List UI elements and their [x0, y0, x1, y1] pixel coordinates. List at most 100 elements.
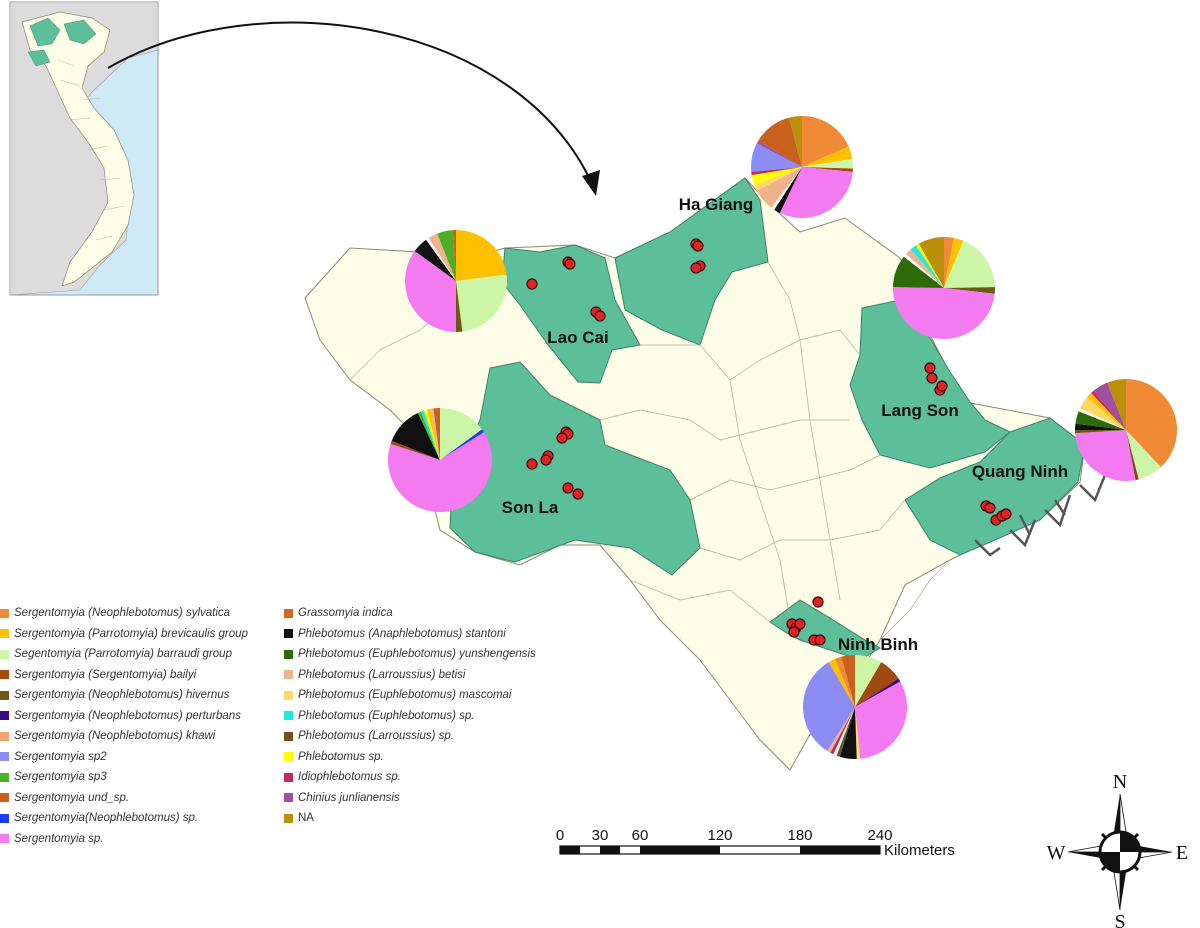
legend-label: Segentomyia (Parrotomyia) barraudi group	[14, 648, 232, 660]
pie-slice	[433, 408, 440, 460]
inset-highlight-provinces	[27, 17, 97, 67]
pie-slice	[918, 237, 944, 288]
legend-label: Phlebotomus (Euphlebotomus) sp.	[298, 709, 475, 722]
site-marker	[1000, 508, 1012, 520]
compass-rose: N S E W	[1047, 771, 1189, 928]
pie-slice	[426, 237, 456, 281]
site-marker	[984, 502, 996, 514]
compass-w-label: W	[1047, 842, 1066, 864]
legend-swatch	[0, 772, 9, 782]
pie-slice	[833, 707, 855, 756]
legend-swatch	[0, 752, 9, 761]
legend-swatch	[284, 731, 293, 741]
site-marker	[924, 362, 936, 374]
pie-slice	[893, 287, 995, 339]
highlighted-provinces	[449, 177, 1086, 661]
site-marker	[556, 432, 568, 444]
legend-item: Phlebotomus sp.	[284, 748, 384, 766]
legend-label: NA	[298, 812, 314, 824]
province-area-lao-cai	[501, 244, 641, 384]
pie-slice	[751, 143, 802, 172]
province-label-ha-giang: Ha Giang	[679, 195, 754, 214]
pie-chart-lang-son	[893, 237, 995, 339]
legend-item: NA	[284, 809, 314, 827]
legend-item: Sergentomyia (Neophlebotomus) perturbans	[0, 707, 241, 725]
site-marker	[540, 454, 552, 466]
legend-swatch	[0, 731, 9, 741]
legend-label: Sergentomyia und_sp.	[14, 791, 130, 804]
pie-slice	[855, 681, 908, 759]
legend-label: Sergentomyia sp3	[14, 771, 107, 783]
legend-swatch	[284, 629, 293, 638]
scale-tick-label: 120	[707, 827, 732, 844]
pie-slice	[414, 239, 456, 281]
pie-slice	[789, 116, 802, 167]
legend-item: Idiophlebotomus sp.	[284, 768, 401, 786]
pie-slice	[855, 655, 882, 707]
pie-chart-ninh-binh	[803, 655, 908, 759]
pie-slice	[391, 412, 440, 460]
pie-slice	[427, 408, 440, 460]
site-marker	[526, 458, 538, 470]
legend-swatch	[284, 772, 293, 782]
pie-slice	[803, 662, 855, 751]
pie-slice	[423, 409, 440, 460]
legend-label: Phlebotomus (Euphlebotomus) mascomai	[298, 689, 512, 701]
scale-bar-segment	[800, 846, 880, 854]
pie-slice	[779, 167, 853, 219]
legend-item: Phlebotomus (Larroussius) betisi	[284, 666, 465, 684]
legend-item: Phlebotomus (Euphlebotomus) sp.	[284, 707, 474, 725]
legend-item: Phlebotomus (Euphlebotomus) mascomai	[284, 686, 512, 704]
pie-slice	[802, 146, 853, 167]
pie-slice	[456, 230, 507, 281]
pie-chart-lao-cai	[405, 230, 507, 332]
legend-item: Sergentomyia(Neophlebotomus) sp.	[0, 809, 198, 827]
pie-slice	[1075, 430, 1136, 481]
province-label-ninh-binh: Ninh Binh	[838, 635, 918, 654]
legend-label: Phlebotomus (Larroussius) sp.	[298, 730, 454, 742]
legend-label: Sergentomyia (Neophlebotomus) khawi	[14, 730, 216, 742]
legend-label: Idiophlebotomus sp.	[298, 771, 401, 783]
pie-slice	[944, 287, 995, 294]
pie-slice	[827, 707, 855, 753]
legend-label: Sergentomyia (Sergentomyia) bailyi	[14, 668, 197, 681]
pie-slice	[417, 411, 440, 460]
pie-slice	[751, 167, 802, 176]
legend-item: Sergentomyia (Sergentomyia) bailyi	[0, 666, 196, 684]
site-marker	[526, 278, 538, 290]
site-marker	[572, 488, 584, 500]
pie-slice	[1126, 430, 1139, 481]
pie-slice	[430, 408, 440, 460]
scale-tick-label: 60	[632, 827, 649, 844]
pie-slice	[855, 707, 861, 759]
pie-slice	[903, 254, 944, 288]
pie-slice	[771, 167, 802, 210]
legend-label: Grassomyia indica	[298, 607, 393, 619]
scale-bar-segment	[640, 846, 720, 854]
legend-label: Sergentomyia (Neophlebotomus) hivernus	[14, 689, 230, 701]
legend-label: Chinius junlianensis	[298, 791, 400, 804]
pie-slice	[405, 251, 456, 332]
legend-item: Phlebotomus (Euphlebotomus) yunshengensi…	[284, 645, 536, 663]
legend-swatch	[284, 752, 293, 761]
pie-slice	[893, 256, 944, 288]
province-label-lang-son: Lang Son	[881, 401, 958, 420]
legend-item: Sergentomyia (Neophlebotomus) khawi	[0, 727, 215, 745]
site-marker	[812, 596, 824, 608]
province-label-quang-ninh: Quang Ninh	[972, 462, 1068, 481]
pie-slice	[1079, 397, 1126, 430]
site-marker	[926, 372, 938, 384]
pie-slice	[944, 237, 954, 288]
legend-label: Sergentomyia sp.	[14, 832, 104, 845]
scale-tick-label: 180	[787, 827, 812, 844]
legend-swatch	[284, 649, 293, 659]
legend-label: Phlebotomus (Larroussius) betisi	[298, 668, 466, 681]
legend-swatch	[0, 834, 9, 843]
district-borders	[349, 261, 951, 641]
compass-e-label: E	[1176, 842, 1188, 864]
compass-s-label: S	[1114, 911, 1125, 928]
species-pie-charts	[388, 116, 1178, 759]
province-area-son-la	[449, 361, 701, 576]
pie-slice	[855, 678, 901, 707]
